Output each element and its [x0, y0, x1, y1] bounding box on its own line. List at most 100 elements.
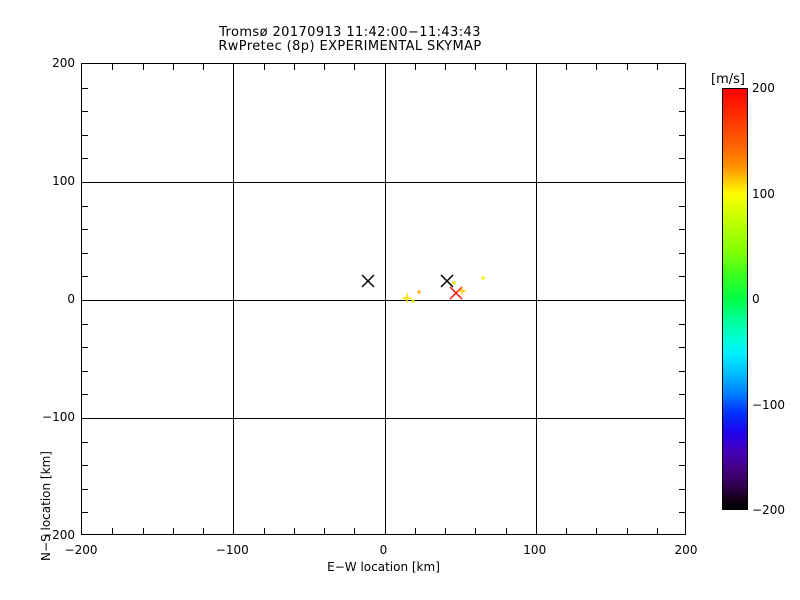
x-tick-label: −100 — [215, 543, 249, 557]
colorbar-gradient — [722, 88, 748, 510]
data-point-plus — [458, 287, 466, 295]
axis-tick — [354, 528, 356, 534]
y-tick-label: 100 — [52, 174, 75, 188]
axis-tick — [263, 64, 265, 70]
axis-tick — [203, 64, 204, 70]
axis-tick — [505, 528, 507, 534]
axis-tick — [82, 276, 88, 278]
axis-tick — [82, 512, 88, 514]
axis-tick — [679, 87, 685, 89]
x-tick-label: 100 — [523, 543, 547, 557]
x-axis-title: E−W location [km] — [327, 560, 440, 574]
gridline-vertical — [233, 64, 235, 534]
x-tick-label: 0 — [379, 543, 388, 557]
data-point-x — [449, 286, 463, 300]
axis-tick — [112, 528, 114, 534]
axis-tick — [566, 64, 567, 70]
axis-tick — [679, 394, 685, 396]
axis-tick — [679, 512, 685, 514]
colorbar-unit-label: [m/s] — [711, 72, 745, 87]
axis-tick — [142, 528, 144, 534]
axis-tick — [263, 528, 265, 534]
axis-tick — [293, 528, 295, 534]
axis-tick — [354, 64, 356, 70]
data-point-x — [439, 274, 454, 288]
axis-tick — [384, 525, 386, 534]
axis-tick — [679, 441, 685, 443]
data-point-x — [361, 274, 375, 288]
data-point-dot — [409, 297, 417, 305]
data-point-dot — [416, 289, 422, 295]
axis-tick — [82, 300, 91, 301]
gridline-horizontal — [82, 300, 685, 301]
colorbar: 200 100 0 −100 −200 — [722, 81, 785, 517]
axis-tick — [535, 64, 537, 73]
axis-tick — [82, 158, 88, 160]
axis-tick — [172, 528, 174, 534]
axis-tick — [172, 64, 174, 70]
axis-tick — [679, 347, 685, 349]
axis-tick — [566, 528, 567, 534]
axis-tick — [112, 64, 114, 70]
axis-tick — [679, 205, 685, 207]
axis-tick — [414, 528, 416, 534]
axis-tick — [233, 64, 235, 73]
axis-tick — [82, 347, 88, 349]
data-point-dot — [479, 274, 487, 282]
axis-tick — [676, 418, 685, 419]
y-tick-label: 200 — [52, 56, 75, 70]
axis-tick — [233, 525, 235, 534]
axis-tick — [82, 370, 88, 372]
axis-tick — [82, 418, 91, 419]
axis-tick — [293, 64, 295, 70]
gridline-vertical — [384, 64, 386, 534]
y-axis-title-wrapper: N−S location [km] — [22, 209, 53, 561]
data-point-plus — [402, 293, 412, 303]
axis-tick — [679, 323, 685, 325]
gridline-horizontal — [82, 418, 685, 419]
axis-tick — [679, 465, 685, 467]
axis-tick — [679, 488, 685, 490]
axis-tick — [626, 64, 628, 70]
axis-tick — [445, 528, 446, 534]
axis-tick — [475, 528, 477, 534]
axis-tick — [82, 205, 88, 207]
axis-tick — [82, 111, 88, 113]
axis-tick — [679, 276, 685, 278]
colorbar-tick-label: −100 — [752, 397, 785, 412]
axis-tick — [535, 525, 537, 534]
axis-tick — [676, 182, 685, 183]
colorbar-tick-label: 100 — [752, 186, 775, 201]
axis-tick — [384, 64, 386, 73]
axis-tick — [82, 182, 91, 183]
axis-tick — [142, 64, 144, 70]
axis-tick — [475, 64, 477, 70]
axis-tick — [679, 229, 685, 231]
y-tick-label: −100 — [42, 410, 75, 424]
axis-tick — [679, 252, 685, 254]
gridline-horizontal — [82, 182, 685, 183]
figure-title: Tromsø 20170913 11:42:00−11:43:43 RwPret… — [0, 26, 700, 54]
axis-tick — [596, 64, 598, 70]
axis-tick — [82, 229, 88, 231]
x-tick-label: 200 — [674, 543, 698, 557]
axis-tick — [82, 441, 88, 443]
axis-tick — [82, 252, 88, 254]
axis-tick — [679, 134, 685, 136]
title-line-2: RwPretec (8p) EXPERIMENTAL SKYMAP — [218, 39, 482, 54]
y-tick-label: −200 — [42, 528, 75, 542]
axis-tick — [82, 323, 88, 325]
axis-tick — [679, 111, 685, 113]
axis-tick — [626, 528, 628, 534]
axis-tick — [324, 64, 325, 70]
axis-tick — [596, 528, 598, 534]
colorbar-tick-label: 0 — [752, 292, 760, 306]
axis-tick — [82, 465, 88, 467]
data-point-dot — [451, 280, 457, 286]
title-line-1: Tromsø 20170913 11:42:00−11:43:43 — [219, 25, 481, 40]
axis-tick — [82, 394, 88, 396]
axis-tick — [82, 488, 88, 490]
axis-tick — [656, 64, 658, 70]
x-tick-label: −200 — [64, 543, 98, 557]
axis-tick — [676, 300, 685, 301]
